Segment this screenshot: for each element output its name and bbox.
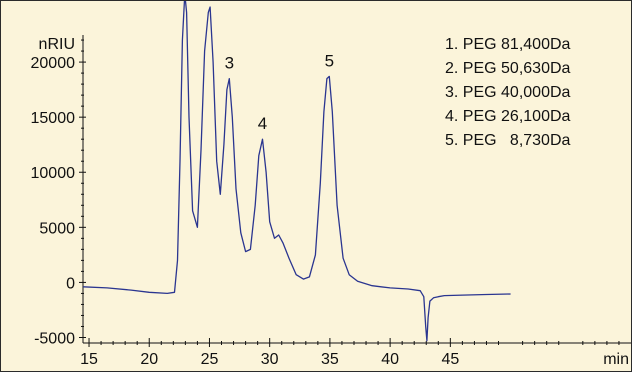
peak-label: 5 [325, 51, 334, 70]
peak-labels: 12345 [225, 51, 334, 133]
y-tick-label: 20000 [31, 55, 76, 72]
series-layer [82, 1, 511, 342]
x-tick-label: 35 [321, 351, 339, 368]
y-tick-label: 5000 [39, 220, 75, 237]
x-tick-label: 25 [201, 351, 219, 368]
x-tick-label: 40 [381, 351, 399, 368]
y-axis-unit-label: nRIU [39, 36, 75, 53]
legend-entry: 4. PEG 26,100Da [445, 108, 571, 125]
peak-label: 3 [225, 54, 234, 73]
x-tick-label: 15 [80, 351, 98, 368]
y-tick-label: -5000 [34, 330, 75, 347]
x-axis-unit-label: min [603, 351, 629, 368]
x-tick-label: 45 [441, 351, 459, 368]
x-tick-label: 30 [261, 351, 279, 368]
legend-entry: 2. PEG 50,630Da [445, 60, 571, 77]
legend: 1. PEG 81,400Da 2. PEG 50,630Da 3. PEG 40,… [445, 36, 571, 149]
series-line [82, 1, 511, 342]
x-tick-label: 20 [140, 351, 158, 368]
axes [82, 35, 631, 344]
y-tick-label: 10000 [31, 165, 76, 182]
legend-entry: 3. PEG 40,000Da [445, 84, 571, 101]
peak-label: 4 [258, 114, 267, 133]
y-tick-label: 0 [66, 275, 75, 292]
y-tick-label: 15000 [31, 110, 76, 127]
legend-entry: 1. PEG 81,400Da [445, 36, 571, 53]
legend-entry: 5. PEG 8,730Da [445, 132, 571, 149]
